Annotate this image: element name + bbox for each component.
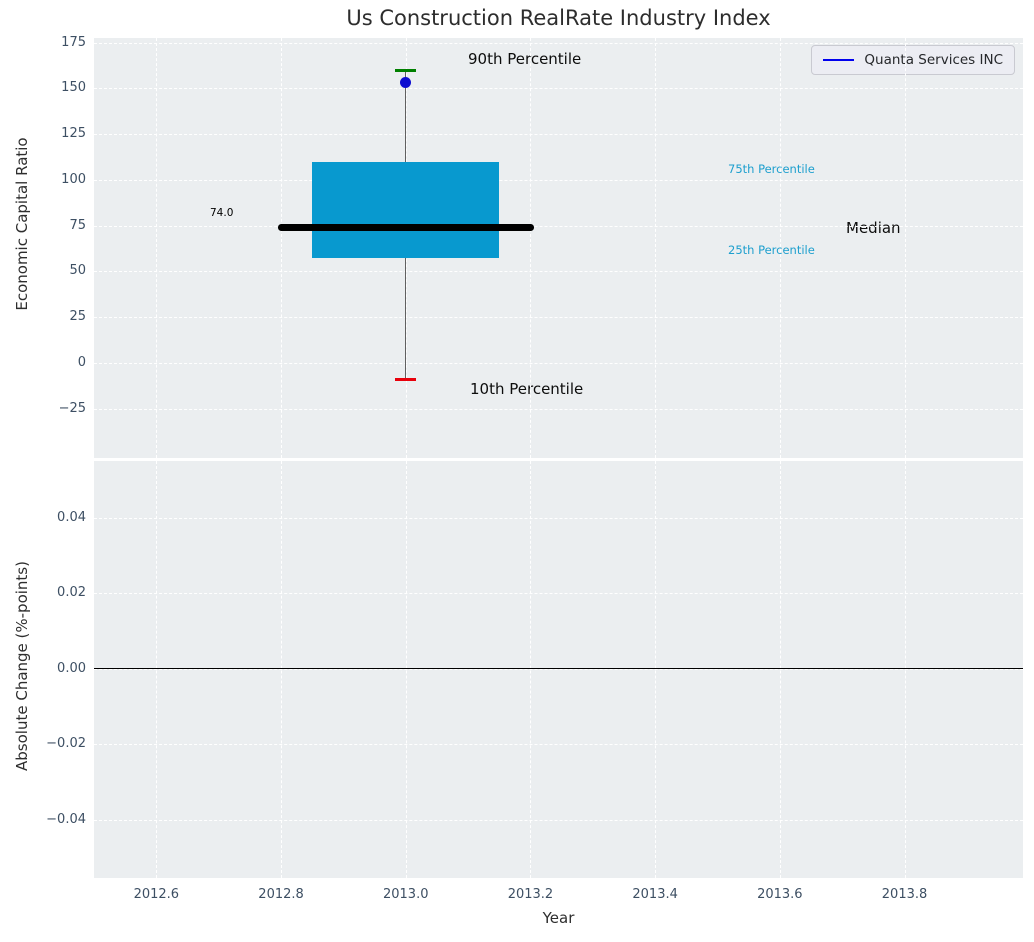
- x-tick-label: 2013.6: [757, 887, 803, 902]
- grid-line-y: [94, 593, 1023, 595]
- grid-line-x: [281, 38, 283, 458]
- box-rect: [312, 161, 500, 258]
- grid-line-x: [655, 38, 657, 458]
- y-tick-label: 25: [69, 309, 86, 325]
- x-tick-label: 2012.8: [258, 887, 304, 902]
- grid-line-x: [156, 38, 158, 458]
- annotation-90th-percentile: 90th Percentile: [468, 50, 582, 68]
- x-tick-label: 2013.4: [632, 887, 678, 902]
- y-tick-label: 0: [77, 354, 86, 370]
- annotation-25th-percentile: 25th Percentile: [728, 243, 815, 257]
- grid-line-y: [94, 744, 1023, 746]
- annotation-median: Median: [846, 219, 901, 237]
- grid-line-y: [94, 42, 1023, 44]
- grid-line-y: [94, 517, 1023, 519]
- zero-line: [94, 667, 1023, 670]
- y-tick-label: 125: [61, 126, 86, 142]
- chart-title: Us Construction RealRate Industry Index: [346, 6, 771, 30]
- grid-line-y: [94, 362, 1023, 364]
- grid-line-x: [904, 38, 906, 458]
- grid-line-x: [779, 38, 781, 458]
- y-tick-label: 0.04: [57, 509, 86, 525]
- y-tick-label: 0.02: [57, 585, 86, 601]
- legend-label: Quanta Services INC: [864, 52, 1003, 68]
- annotation-75th-percentile: 75th Percentile: [728, 162, 815, 176]
- median-line: [277, 224, 534, 231]
- x-tick-label: 2013.8: [881, 887, 928, 902]
- legend: Quanta Services INC: [811, 45, 1015, 75]
- y-tick-label: 0.00: [57, 660, 86, 676]
- bottom-plot-area: [94, 461, 1023, 878]
- y-tick-label: −25: [58, 400, 86, 416]
- y-tick-label: 150: [61, 80, 86, 96]
- grid-line-y: [94, 134, 1023, 136]
- grid-line-y: [94, 179, 1023, 181]
- x-tick-label: 2013.2: [507, 887, 554, 902]
- grid-line-y: [94, 819, 1023, 821]
- top-plot-area: 90th Percentile 10th Percentile Median 7…: [94, 38, 1023, 458]
- y-tick-label: 100: [61, 171, 86, 187]
- y-tick-label: −0.02: [46, 736, 86, 752]
- grid-line-y: [94, 317, 1023, 319]
- x-tick-label: 2012.6: [133, 887, 180, 902]
- x-axis-label: Year: [542, 909, 575, 927]
- grid-line-x: [530, 38, 532, 458]
- p10-cap: [395, 377, 417, 381]
- y-tick-label: 75: [69, 217, 86, 233]
- company-point: [400, 77, 412, 89]
- grid-line-y: [94, 408, 1023, 410]
- p90-cap: [395, 68, 417, 72]
- legend-line-swatch: [823, 58, 855, 62]
- grid-line-y: [94, 88, 1023, 90]
- grid-line-y: [94, 225, 1023, 227]
- y-tick-label: 175: [61, 34, 86, 50]
- grid-line-y: [94, 271, 1023, 273]
- y-tick-label: 50: [69, 263, 86, 279]
- annotation-10th-percentile: 10th Percentile: [470, 380, 584, 398]
- y-tick-label: −0.04: [46, 811, 86, 827]
- median-value-label: 74.0: [210, 207, 234, 219]
- x-tick-label: 2013.0: [382, 887, 429, 902]
